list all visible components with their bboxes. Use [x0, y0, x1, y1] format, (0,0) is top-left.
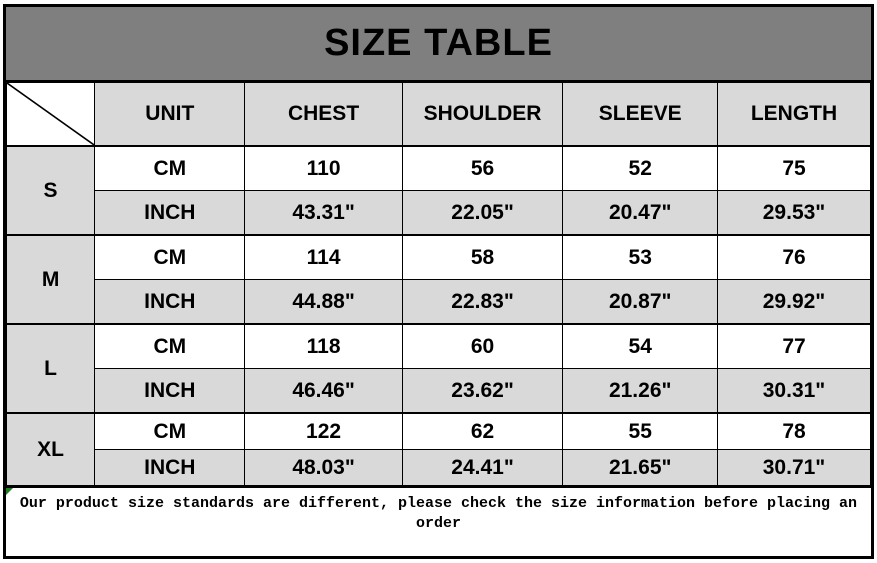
value-cell: 23.62"	[401, 368, 564, 414]
table-title-bar: SIZE TABLE	[6, 7, 871, 82]
size-label-m: M	[5, 234, 96, 325]
value-cell: 22.83"	[401, 279, 564, 325]
column-header-unit: UNIT	[94, 82, 246, 147]
size-label-xl: XL	[5, 412, 96, 486]
footer-note-text: Our product size standards are different…	[19, 495, 858, 532]
value-cell: 62	[401, 412, 564, 450]
value-cell: 76	[717, 234, 871, 280]
value-cell: 48.03"	[244, 449, 403, 486]
size-m-inch-row: INCH 44.88" 22.83" 20.87" 29.92"	[7, 279, 871, 325]
value-cell: 122	[244, 412, 403, 450]
value-cell: 22.05"	[401, 190, 564, 236]
diagonal-header-cell	[5, 82, 96, 147]
value-cell: 110	[244, 145, 403, 191]
column-header-sleeve: SLEEVE	[562, 82, 719, 147]
size-table-frame: SIZE TABLE UNIT CHEST	[3, 4, 874, 559]
unit-label-cell: CM	[94, 145, 246, 191]
unit-label-cell: CM	[94, 323, 246, 369]
value-cell: 29.53"	[717, 190, 871, 236]
value-cell: 21.65"	[562, 449, 719, 486]
value-cell: 58	[401, 234, 564, 280]
value-cell: 30.31"	[717, 368, 871, 414]
size-label-s: S	[5, 145, 96, 236]
size-table: UNIT CHEST SHOULDER SLEEVE LENGTH S CM 1…	[5, 82, 871, 486]
value-cell: 21.26"	[562, 368, 719, 414]
value-cell: 43.31"	[244, 190, 403, 236]
column-header-length: LENGTH	[717, 82, 871, 147]
value-cell: 118	[244, 323, 403, 369]
unit-label-cell: INCH	[94, 190, 246, 236]
value-cell: 24.41"	[401, 449, 564, 486]
value-cell: 56	[401, 145, 564, 191]
unit-label-cell: INCH	[94, 449, 246, 486]
value-cell: 75	[717, 145, 871, 191]
value-cell: 60	[401, 323, 564, 369]
size-label-l: L	[5, 323, 96, 414]
size-xl-cm-row: XL CM 122 62 55 78	[5, 412, 871, 486]
size-xl-inch-row: INCH 48.03" 24.41" 21.65" 30.71"	[7, 449, 871, 486]
value-cell: 114	[244, 234, 403, 280]
size-m-cm-row: M CM 114 58 53 76	[5, 234, 871, 325]
size-l-inch-row: INCH 46.46" 23.62" 21.26" 30.31"	[7, 368, 871, 414]
error-marker-triangle-icon	[6, 488, 13, 495]
value-cell: 44.88"	[244, 279, 403, 325]
diagonal-line-icon	[7, 83, 94, 145]
value-cell: 30.71"	[717, 449, 871, 486]
footer-note: Our product size standards are different…	[6, 486, 871, 556]
value-cell: 52	[562, 145, 719, 191]
value-cell: 53	[562, 234, 719, 280]
unit-label-cell: INCH	[94, 368, 246, 414]
value-cell: 29.92"	[717, 279, 871, 325]
value-cell: 54	[562, 323, 719, 369]
column-header-shoulder: SHOULDER	[401, 82, 564, 147]
table-title: SIZE TABLE	[324, 22, 553, 64]
unit-label-cell: INCH	[94, 279, 246, 325]
value-cell: 20.47"	[562, 190, 719, 236]
unit-label-cell: CM	[94, 234, 246, 280]
value-cell: 20.87"	[562, 279, 719, 325]
unit-label-cell: CM	[94, 412, 246, 450]
size-s-cm-row: S CM 110 56 52 75	[5, 145, 871, 236]
size-l-cm-row: L CM 118 60 54 77	[5, 323, 871, 414]
value-cell: 77	[717, 323, 871, 369]
value-cell: 46.46"	[244, 368, 403, 414]
column-header-chest: CHEST	[244, 82, 403, 147]
value-cell: 78	[717, 412, 871, 450]
value-cell: 55	[562, 412, 719, 450]
size-s-inch-row: INCH 43.31" 22.05" 20.47" 29.53"	[7, 190, 871, 236]
column-header-row: UNIT CHEST SHOULDER SLEEVE LENGTH	[5, 82, 871, 147]
